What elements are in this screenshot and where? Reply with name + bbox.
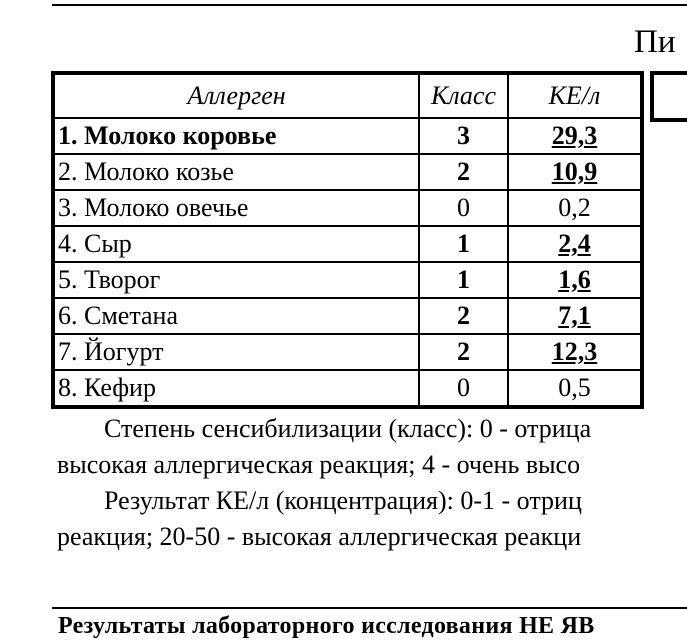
top-rule [52,4,687,6]
table-row: 5. Творог 1 1,6 [52,261,643,299]
class-cell: 2 [418,297,509,335]
ke-cell: 10,9 [507,153,643,191]
ke-cell: 29,3 [507,117,643,155]
allergen-cell: 4. Сыр [52,225,420,263]
ke-cell: 0,5 [507,369,643,408]
allergen-cell: 5. Творог [52,261,420,299]
table-row: 2. Молоко козье 2 10,9 [52,153,643,191]
header-class: Класс [418,72,509,119]
footer-text: Результаты лабораторного исследования НЕ… [58,613,595,639]
allergen-cell: 1. Молоко коровье [52,117,420,155]
allergen-cell: 2. Молоко козье [52,153,420,191]
table-row: 7. Йогурт 2 12,3 [52,333,643,371]
allergen-cell: 8. Кефир [52,369,420,408]
note-line-2: высокая аллергическая реакция; 4 - очень… [57,450,581,479]
class-cell: 0 [418,369,509,408]
ke-cell: 7,1 [507,297,643,335]
class-cell: 3 [418,117,509,155]
table-row: 8. Кефир 0 0,5 [52,369,643,408]
ke-cell: 12,3 [507,333,643,371]
note-line-1: Степень сенсибилизации (класс): 0 - отри… [104,414,592,443]
footer-rule [52,607,687,609]
ke-cell: 2,4 [507,225,643,263]
class-cell: 2 [418,333,509,371]
ke-cell: 0,2 [507,189,643,227]
note-line-4: реакция; 20-50 - высокая аллергическая р… [57,522,582,551]
ke-cell: 1,6 [507,261,643,299]
header-ke: КЕ/л [507,72,643,119]
class-cell: 2 [418,153,509,191]
class-cell: 0 [418,189,509,227]
allergen-cell: 6. Сметана [52,297,420,335]
header-allergen: Аллерген [52,72,420,119]
class-cell: 1 [418,225,509,263]
allergen-cell: 3. Молоко овечье [52,189,420,227]
table-row: 3. Молоко овечье 0 0,2 [52,189,643,227]
table-row: 1. Молоко коровье 3 29,3 [52,117,643,155]
allergen-table: Аллерген Класс КЕ/л 1. Молоко коровье 3 29… [51,71,644,409]
table-row: 6. Сметана 2 7,1 [52,297,643,335]
section-heading: Пи [634,24,676,60]
class-cell: 1 [418,261,509,299]
allergen-cell: 7. Йогурт [52,333,420,371]
second-table-header [650,71,687,122]
table-row: 4. Сыр 1 2,4 [52,225,643,263]
note-line-3: Результат КЕ/л (концентрация): 0-1 - отр… [104,486,582,515]
